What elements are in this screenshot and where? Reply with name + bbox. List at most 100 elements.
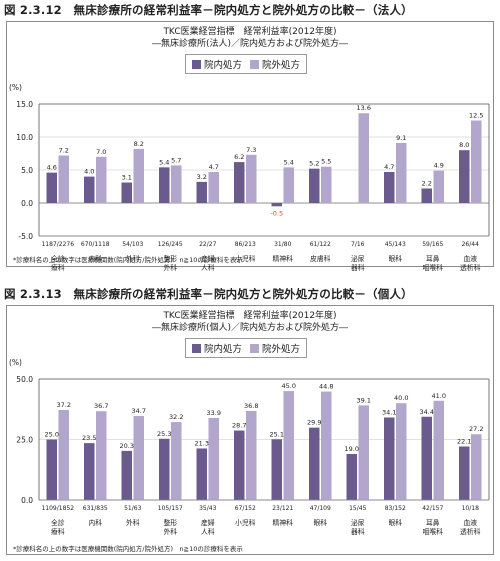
- category-label: 耳鼻: [426, 254, 440, 263]
- legend-item-outside: 院外処方: [250, 341, 300, 355]
- bar-outside: [358, 113, 369, 203]
- data-label: 37.2: [57, 401, 71, 409]
- bar-inhouse: [271, 203, 282, 207]
- y-axis-unit-label: (%): [9, 83, 22, 92]
- category-label: 療科: [51, 527, 65, 536]
- chart-title-individual: TKC医業経営指標 経常利益率(2012年度): [163, 311, 337, 321]
- y-tick-label: 0.0: [21, 199, 33, 208]
- category-label: 人科: [201, 263, 215, 272]
- count-label: 35/43: [199, 505, 216, 512]
- data-label: 44.8: [319, 383, 333, 391]
- bar-outside: [171, 165, 182, 203]
- data-label: 2.2: [422, 179, 432, 187]
- bar-inhouse: [384, 171, 395, 203]
- data-label: 4.0: [84, 168, 94, 176]
- legend-label-inhouse: 院内処方: [204, 60, 243, 71]
- data-label: 25.1: [270, 430, 284, 438]
- count-label: 10/18: [462, 505, 479, 512]
- data-label: 8.2: [134, 140, 144, 148]
- bar-inhouse: [346, 454, 357, 500]
- category-label: 眼科: [388, 518, 402, 527]
- data-label: 25.3: [157, 430, 171, 438]
- count-label: 126/245: [158, 241, 183, 248]
- count-label: 23/121: [272, 505, 293, 512]
- bar-outside: [321, 166, 332, 203]
- bar-outside: [471, 434, 482, 500]
- chart-subtitle-corporate: ―無床診療所(法人)／院内処方および院外処方―: [151, 39, 349, 49]
- data-label: 6.2: [234, 153, 244, 161]
- legend-item-inhouse: 院内処方: [192, 341, 242, 355]
- bar-outside: [246, 410, 257, 500]
- category-label: 内科: [88, 254, 102, 263]
- legend-item-outside: 院外処方: [250, 57, 300, 71]
- category-label: 外科: [163, 263, 177, 272]
- count-label: 105/157: [158, 505, 183, 512]
- bar-inhouse: [421, 188, 432, 203]
- data-label: 41.0: [432, 392, 446, 400]
- y-tick-label: 10.0: [16, 133, 33, 142]
- data-label: 9.1: [396, 134, 406, 142]
- count-label: 86/213: [235, 241, 256, 248]
- count-label: 631/835: [83, 505, 108, 512]
- category-label: 小児科: [235, 254, 256, 263]
- legend-swatch-outside: [250, 59, 260, 69]
- data-label: 23.5: [82, 434, 96, 442]
- bar-inhouse: [271, 439, 282, 500]
- category-label: 眼科: [388, 254, 402, 263]
- category-label: 小児科: [235, 518, 256, 527]
- chart-legend-corporate: 院内処方 院外処方: [185, 54, 308, 74]
- footnote-individual: *診療科名の上の数字は医療機関数(院内処方/院外処方) n≧10の診療科を表示: [13, 545, 243, 553]
- data-label: 4.7: [384, 163, 394, 171]
- bar-outside: [58, 155, 69, 203]
- bar-inhouse: [309, 427, 320, 500]
- chart-panel-corporate: TKC医業経営指標 経常利益率(2012年度) ―無床診療所(法人)／院内処方お…: [6, 21, 494, 272]
- bar-outside: [283, 167, 294, 203]
- data-label: 45.0: [282, 382, 296, 390]
- count-label: 15/45: [349, 505, 366, 512]
- data-label: 40.0: [394, 394, 408, 402]
- data-label: 7.2: [59, 146, 69, 154]
- bar-inhouse: [459, 150, 470, 203]
- category-label: 産婦: [201, 518, 215, 527]
- bar-inhouse: [84, 176, 95, 203]
- category-label: 泌尿: [351, 518, 365, 527]
- category-label: 療科: [51, 263, 65, 272]
- category-label: 耳鼻: [426, 518, 440, 527]
- category-label: 皮膚科: [310, 254, 331, 263]
- category-label: 全診: [51, 518, 65, 527]
- data-label: 5.7: [171, 156, 181, 164]
- bar-outside: [133, 416, 144, 500]
- bar-outside: [433, 400, 444, 500]
- legend-label-outside: 院外処方: [262, 60, 301, 71]
- y-axis-unit-label: (%): [9, 358, 22, 367]
- count-label: 7/16: [351, 241, 365, 248]
- legend-swatch-inhouse: [192, 343, 201, 353]
- bar-outside: [96, 411, 107, 500]
- legend-label-inhouse: 院内処方: [204, 344, 243, 355]
- chart-subtitle-individual: ―無床診療所(個人)／院内処方および院外処方―: [151, 323, 349, 333]
- bar-outside: [58, 409, 69, 500]
- category-label: 泌尿: [351, 254, 365, 263]
- data-label: 32.2: [169, 413, 183, 421]
- figure-title-corporate: 図 2.3.12 無床診療所の経常利益率－院内処方と院外処方の比較－（法人）: [4, 3, 413, 17]
- category-label: 外科: [126, 518, 140, 527]
- count-label: 670/1118: [81, 241, 110, 248]
- category-label: 内科: [88, 518, 102, 527]
- bar-inhouse: [46, 172, 57, 203]
- category-label: 器科: [351, 527, 365, 536]
- data-label: 8.0: [459, 141, 469, 149]
- data-label: 5.4: [159, 158, 169, 166]
- bar-inhouse: [384, 417, 395, 500]
- data-label: 25.0: [45, 431, 59, 439]
- category-label: 咽喉科: [423, 263, 444, 272]
- bar-outside: [396, 142, 407, 203]
- bar-outside: [433, 170, 444, 203]
- data-label: 7.3: [246, 146, 256, 154]
- data-label: 36.8: [244, 402, 258, 410]
- category-label: 眼科: [313, 518, 327, 527]
- chart-title-corporate: TKC医業経営指標 経常利益率(2012年度): [163, 27, 337, 37]
- category-label: 咽喉科: [423, 527, 444, 536]
- data-label: 3.1: [122, 174, 132, 182]
- data-label: 20.3: [120, 442, 134, 450]
- count-label: 67/152: [235, 505, 256, 512]
